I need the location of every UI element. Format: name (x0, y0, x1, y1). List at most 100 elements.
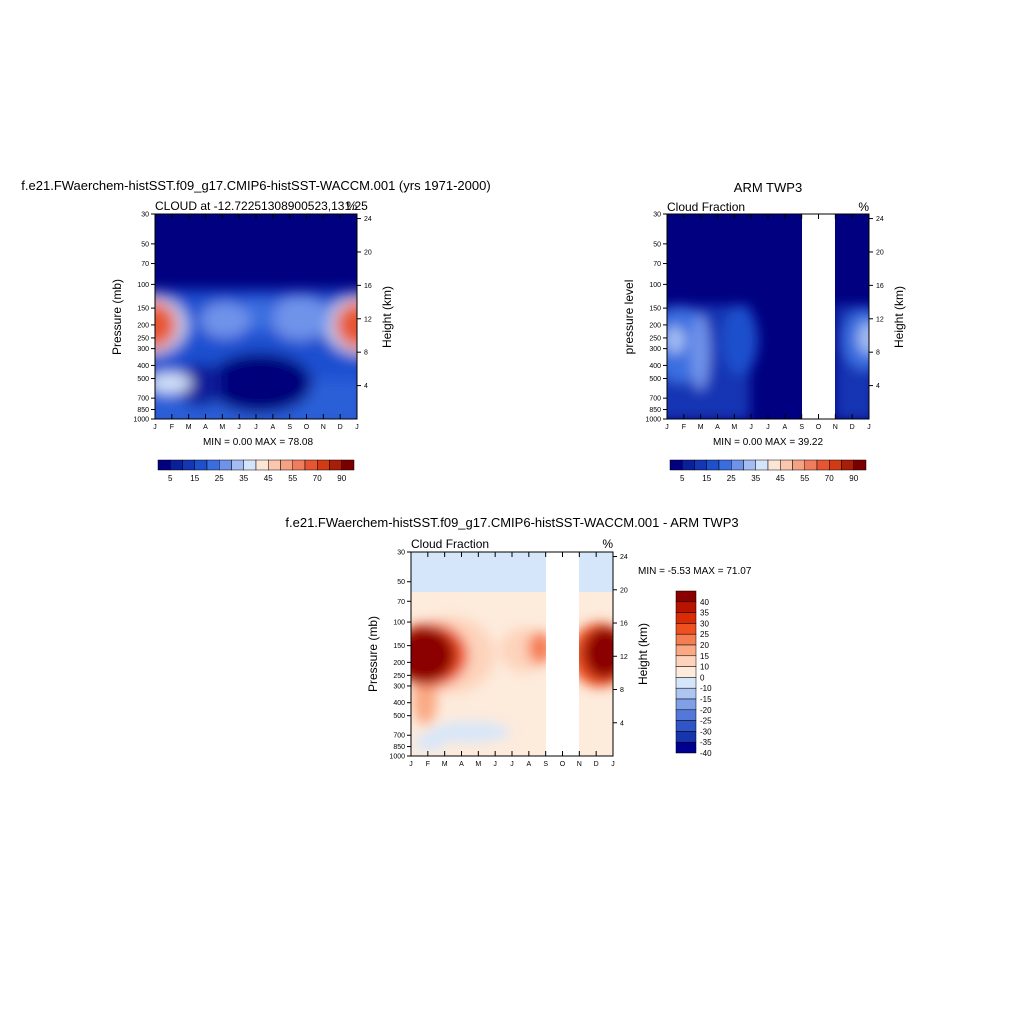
y-tick-label: 50 (653, 241, 661, 248)
x-tick-label: M (219, 424, 225, 431)
y-right-tick-label: 8 (876, 350, 880, 357)
colorbar-label: 30 (700, 619, 709, 628)
y-tick-label: 50 (141, 241, 149, 248)
panel-diff-ylabel: Pressure (mb) (366, 616, 380, 692)
panel-model-field (155, 214, 357, 419)
panel-obs-axes: 30 50 70 100 150 200 250 300 400 500 700 850 1000 24 2… (645, 212, 883, 432)
colorbar-label: 25 (700, 630, 709, 639)
x-tick-label: J (409, 761, 413, 768)
panel-obs: ARM TWP3 Cloud Fraction % 30 50 70 100 150 20… (622, 180, 906, 483)
y-tick-label: 1000 (133, 417, 149, 424)
colorbar-label: 25 (727, 474, 736, 483)
x-tick-label: O (560, 761, 566, 768)
colorbar-swatch (268, 459, 281, 471)
colorbar-label: -10 (700, 684, 712, 693)
y-right-tick-label: 16 (620, 621, 628, 628)
y-tick-label: 250 (137, 335, 149, 342)
colorbar-swatch (675, 720, 697, 732)
colorbar-label: 15 (700, 652, 709, 661)
colorbar-swatch (675, 741, 697, 754)
panel-obs-field (667, 214, 869, 419)
x-tick-label: S (799, 424, 804, 431)
colorbar-label: -35 (700, 738, 712, 747)
y-tick-label: 30 (141, 212, 149, 219)
panel-obs-ylabel: pressure level (622, 280, 636, 355)
y-tick-label: 700 (137, 396, 149, 403)
y-tick-label: 400 (649, 363, 661, 370)
y-right-tick-label: 20 (876, 249, 884, 256)
colorbar-swatch (841, 459, 854, 471)
colorbar-swatch (194, 459, 208, 471)
x-tick-label: J (749, 424, 753, 431)
x-tick-label: J (237, 424, 241, 431)
panel-obs-colorbar: 5 15 25 35 45 55 70 90 (669, 459, 867, 483)
y-tick-label: 70 (141, 261, 149, 268)
colorbar-swatch (816, 459, 830, 471)
colorbar-label: -30 (700, 727, 712, 736)
y-right-tick-label: 16 (364, 283, 372, 290)
y-tick-label: 70 (653, 261, 661, 268)
panel-model-ylabel-right: Height (km) (380, 286, 394, 348)
colorbar-label: 40 (700, 598, 709, 607)
x-tick-label: O (816, 424, 822, 431)
x-tick-label: J (355, 424, 359, 431)
colorbar-swatch (675, 612, 697, 624)
panel-diff-axes: 30 50 70 100 150 200 250 300 400 500 700 850 1000 24 2… (389, 550, 627, 769)
y-right-tick-label: 24 (364, 216, 372, 223)
x-tick-label: J (254, 424, 258, 431)
colorbar-label: 45 (264, 474, 273, 483)
x-tick-label: A (715, 424, 720, 431)
colorbar-swatch (157, 459, 171, 471)
y-tick-label: 1000 (645, 417, 661, 424)
y-right-tick-label: 20 (620, 587, 628, 594)
colorbar-swatch (675, 687, 697, 700)
colorbar-swatch (243, 459, 257, 471)
y-right-tick-label: 8 (620, 687, 624, 694)
y-tick-label: 150 (649, 306, 661, 313)
colorbar-label: 55 (288, 474, 297, 483)
colorbar-swatch (743, 459, 756, 471)
x-tick-label: J (867, 424, 871, 431)
y-tick-label: 500 (649, 376, 661, 383)
y-tick-label: 150 (137, 306, 149, 313)
x-tick-label: O (304, 424, 310, 431)
y-tick-label: 100 (393, 620, 405, 627)
colorbar-label: 90 (337, 474, 346, 483)
colorbar-swatch (718, 459, 732, 471)
x-tick-label: A (459, 761, 464, 768)
panel-diff-title: f.e21.FWaerchem-histSST.f09_g17.CMIP6-hi… (285, 515, 738, 530)
colorbar-swatch (304, 459, 318, 471)
y-tick-label: 300 (393, 683, 405, 690)
colorbar-label: -20 (700, 706, 712, 715)
x-tick-label: D (594, 761, 599, 768)
x-tick-label: S (287, 424, 292, 431)
colorbar-label: 35 (751, 474, 760, 483)
y-right-tick-label: 24 (620, 554, 628, 561)
y-tick-label: 100 (137, 282, 149, 289)
colorbar-swatch (804, 459, 818, 471)
panel-model-ylabel: Pressure (mb) (110, 279, 124, 355)
colorbar-swatch (292, 459, 306, 471)
colorbar-label: 70 (313, 474, 322, 483)
y-right-tick-label: 4 (620, 720, 624, 727)
x-tick-label: S (543, 761, 548, 768)
y-tick-label: 500 (137, 376, 149, 383)
colorbar-label: 45 (776, 474, 785, 483)
colorbar-swatch (317, 459, 330, 471)
y-tick-label: 250 (393, 673, 405, 680)
colorbar-swatch (694, 459, 707, 471)
colorbar-swatch (675, 666, 697, 678)
y-right-tick-label: 4 (364, 383, 368, 390)
y-right-tick-label: 8 (364, 350, 368, 357)
colorbar-label: 10 (700, 663, 709, 672)
colorbar-swatch (755, 459, 769, 471)
colorbar-swatch (767, 459, 781, 471)
panel-model-subtitle: CLOUD at -12.72251308900523,131.25 (155, 199, 368, 213)
panel-diff-stats: MIN = -5.53 MAX = 71.07 (638, 566, 752, 577)
y-right-tick-label: 16 (876, 283, 884, 290)
y-tick-label: 500 (393, 713, 405, 720)
panel-model: f.e21.FWaerchem-histSST.f09_g17.CMIP6-hi… (21, 178, 490, 483)
colorbar-label: 5 (680, 474, 685, 483)
